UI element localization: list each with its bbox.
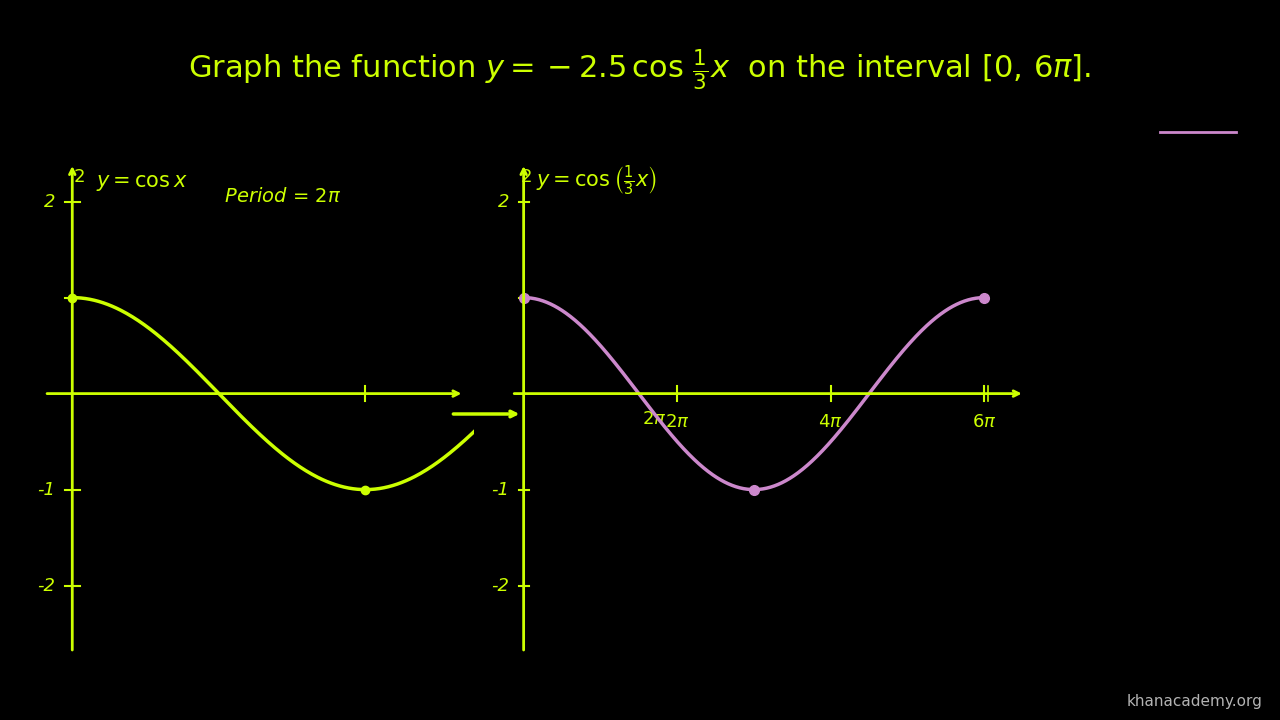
Text: $6\pi$: $6\pi$: [972, 413, 997, 431]
Text: khanacademy.org: khanacademy.org: [1126, 693, 1262, 708]
Text: Period = $2\pi$: Period = $2\pi$: [212, 186, 342, 206]
Text: 2: 2: [498, 192, 509, 210]
Text: $4\pi$: $4\pi$: [818, 413, 844, 431]
Text: -1: -1: [37, 481, 55, 498]
Text: $2\pi$: $2\pi$: [641, 410, 667, 428]
Text: -1: -1: [492, 481, 509, 498]
Text: -2: -2: [37, 577, 55, 595]
Text: -2: -2: [492, 577, 509, 595]
Text: 2: 2: [44, 192, 55, 210]
Text: $y = \cos\left(\frac{1}{3}x\right)$: $y = \cos\left(\frac{1}{3}x\right)$: [536, 163, 657, 198]
Text: 2: 2: [521, 168, 531, 186]
Text: Graph the function $y = -2.5\,\cos\,\frac{1}{3}x$  on the interval $[0,\,6\pi]$.: Graph the function $y = -2.5\,\cos\,\fra…: [188, 48, 1092, 93]
Text: $y=\cos x$: $y=\cos x$: [96, 174, 187, 193]
Text: 2: 2: [74, 168, 86, 186]
Text: $2\pi$: $2\pi$: [664, 413, 690, 431]
